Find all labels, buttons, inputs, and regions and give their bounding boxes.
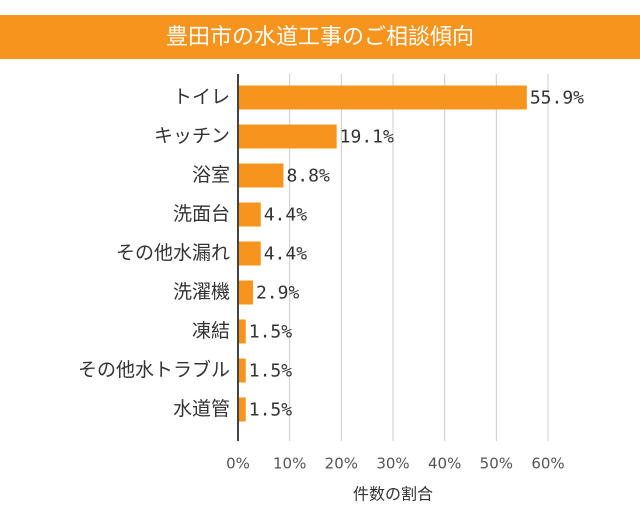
bar <box>238 319 246 344</box>
value-label: 8.8% <box>286 166 330 187</box>
y-tick-label: キッチン <box>154 125 230 147</box>
y-tick-label: 洗濯機 <box>173 281 230 303</box>
bar <box>238 241 261 266</box>
y-tick-label: その他水漏れ <box>116 242 230 264</box>
y-tick-label: その他水トラブル <box>78 358 230 381</box>
x-tick-label: 60% <box>531 455 564 473</box>
x-tick-label: 20% <box>325 455 358 473</box>
bar <box>238 163 284 188</box>
value-label: 1.5% <box>249 361 293 382</box>
bar <box>238 280 253 305</box>
bar <box>238 85 527 110</box>
value-label: 2.9% <box>256 283 300 304</box>
value-label: 4.4% <box>264 205 308 226</box>
x-tick-label: 0% <box>226 455 250 473</box>
y-tick-label: トイレ <box>173 86 230 108</box>
value-label: 4.4% <box>264 244 308 265</box>
value-label: 1.5% <box>249 400 293 421</box>
value-label: 55.9% <box>530 88 584 109</box>
x-tick-label: 50% <box>480 455 513 473</box>
y-tick-label: 水道管 <box>173 398 230 420</box>
bar <box>238 124 337 149</box>
value-label: 19.1% <box>340 127 394 148</box>
chart-title: 豊田市の水道工事のご相談傾向 <box>166 25 474 50</box>
title-banner <box>0 15 640 59</box>
y-tick-label: 洗面台 <box>173 203 230 225</box>
bar <box>238 202 261 227</box>
x-axis-label: 件数の割合 <box>353 485 433 504</box>
bar <box>238 397 246 422</box>
x-tick-label: 10% <box>273 455 306 473</box>
value-label: 1.5% <box>249 322 293 343</box>
y-tick-label: 浴室 <box>192 164 230 186</box>
y-tick-label: 凍結 <box>192 320 230 342</box>
bar <box>238 358 246 383</box>
x-tick-label: 30% <box>376 455 409 473</box>
x-tick-label: 40% <box>428 455 461 473</box>
